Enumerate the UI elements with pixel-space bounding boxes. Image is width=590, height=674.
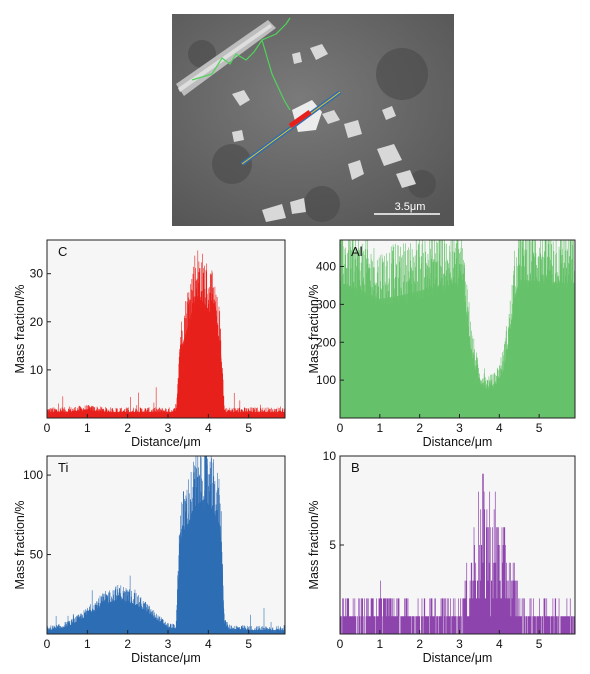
x-tick-label: 5 (536, 421, 543, 435)
y-tick-label: 10 (323, 449, 337, 463)
x-tick-label: 5 (245, 637, 252, 651)
y-axis-label: Mass fraction/% (13, 501, 27, 590)
x-axis-label: Distance/μm (131, 435, 201, 449)
x-tick-label: 2 (416, 637, 423, 651)
y-tick-label: 400 (316, 260, 336, 274)
plot-frame (46, 239, 286, 419)
x-tick-label: 0 (44, 421, 51, 435)
plot-area (47, 456, 285, 634)
y-tick-label: 10 (30, 363, 44, 377)
x-tick-label: 3 (456, 421, 463, 435)
y-tick-label: 100 (316, 373, 336, 387)
chart-ti-profile: 0 1 2 3 4 5 50 100 Ti Distance/μm Mass fraction/% (13, 455, 286, 665)
x-tick-label: 4 (496, 421, 503, 435)
x-tick-label: 1 (84, 421, 91, 435)
x-tick-label: 5 (536, 637, 543, 651)
x-axis-label: Distance/μm (131, 651, 201, 665)
y-tick-label: 300 (316, 297, 336, 311)
series-Al (340, 240, 575, 418)
y-axis-label: Mass fraction/% (307, 501, 321, 590)
chart-c-profile: 0 1 2 3 4 5 10 20 30 C Distance/μm Mass fraction/% (13, 239, 286, 449)
chart-al-profile: 0 1 2 3 4 5 100 200 300 400 Al Distance/μm Mass frac… (307, 239, 576, 449)
x-tick-label: 0 (337, 421, 344, 435)
y-tick-label: 30 (30, 267, 44, 281)
plot-area (47, 240, 285, 418)
chart-b-profile: 0 1 2 3 4 5 5 10 B Distance/μm Mass fraction/% (307, 449, 576, 665)
area-fill-Al (340, 279, 575, 418)
x-tick-label: 0 (337, 637, 344, 651)
sem-micrograph: 3.5μm (172, 14, 454, 226)
x-tick-label: 2 (124, 637, 131, 651)
x-tick-label: 3 (165, 637, 172, 651)
y-tick-label: 5 (329, 538, 336, 552)
x-tick-label: 3 (165, 421, 172, 435)
x-tick-label: 5 (245, 421, 252, 435)
x-tick-label: 3 (456, 637, 463, 651)
x-axis-label: Distance/μm (423, 651, 493, 665)
x-tick-label: 1 (376, 421, 383, 435)
y-tick-label: 200 (316, 335, 336, 349)
x-tick-label: 0 (44, 637, 51, 651)
plot-frame (46, 455, 286, 635)
x-tick-label: 4 (205, 637, 212, 651)
x-tick-label: 4 (205, 421, 212, 435)
x-tick-label: 2 (124, 421, 131, 435)
x-tick-label: 4 (496, 637, 503, 651)
y-axis-label: Mass fraction/% (13, 285, 27, 374)
y-tick-label: 20 (30, 315, 44, 329)
element-label: Al (351, 244, 363, 259)
element-label: C (58, 244, 67, 259)
element-label: Ti (58, 460, 68, 475)
plot-frame (339, 239, 576, 419)
x-tick-label: 2 (416, 421, 423, 435)
element-label: B (351, 460, 360, 475)
x-tick-label: 1 (84, 637, 91, 651)
y-axis-label: Mass fraction/% (307, 285, 321, 374)
y-tick-label: 50 (30, 548, 44, 562)
x-tick-label: 1 (376, 637, 383, 651)
x-axis-label: Distance/μm (423, 435, 493, 449)
scale-bar-label: 3.5μm (395, 201, 426, 213)
y-tick-label: 100 (23, 468, 43, 482)
